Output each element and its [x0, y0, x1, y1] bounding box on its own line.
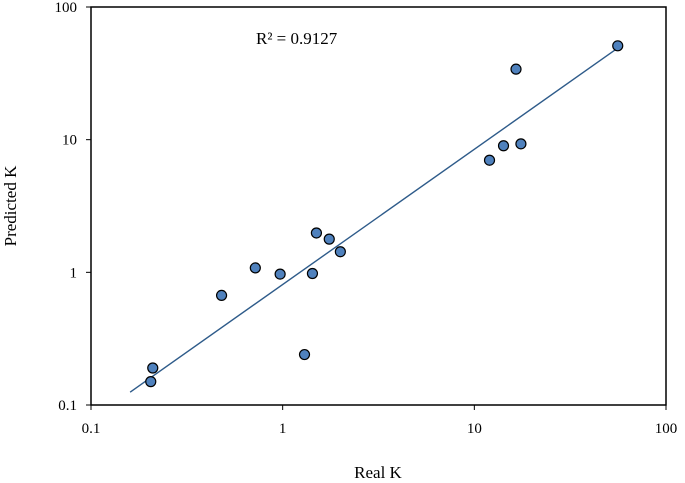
data-point: [510, 63, 522, 75]
y-tick-label: 100: [55, 0, 78, 16]
data-point: [497, 140, 510, 152]
x-tick-label: 0.1: [82, 421, 101, 437]
trendline: [129, 47, 619, 393]
plot-area: [90, 6, 667, 406]
data-point: [249, 262, 261, 274]
y-tick-label: 1: [70, 265, 78, 281]
data-point: [515, 138, 527, 150]
data-point: [215, 289, 228, 302]
x-tick-label: 1: [279, 421, 287, 437]
data-point: [334, 246, 346, 258]
x-axis-title: Real K: [354, 463, 402, 482]
y-axis-title: Predicted K: [1, 165, 20, 246]
data-point: [483, 154, 496, 166]
x-tick-label: 100: [655, 421, 678, 437]
data-point: [612, 40, 624, 52]
data-point: [147, 362, 159, 374]
data-point: [310, 227, 323, 239]
y-tick-label: 10: [62, 133, 77, 149]
r-squared-annotation: R² = 0.9127: [256, 29, 338, 48]
data-point: [323, 233, 335, 245]
y-tick-label: 0.1: [58, 398, 77, 414]
data-point: [298, 348, 311, 361]
data-point: [274, 268, 286, 280]
data-point: [306, 267, 319, 280]
x-tick-label: 10: [467, 421, 482, 437]
data-point: [145, 376, 157, 388]
